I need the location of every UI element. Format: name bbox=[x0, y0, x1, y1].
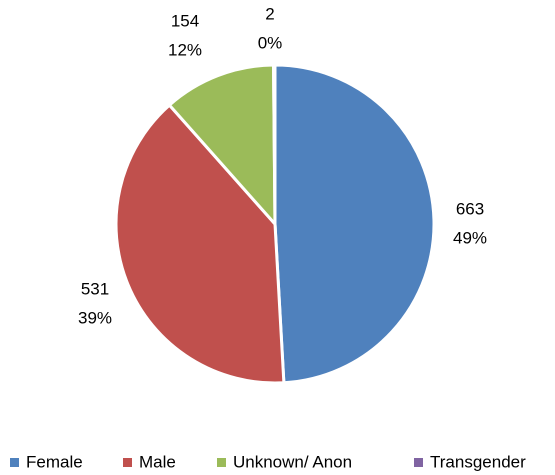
pie-slice bbox=[272, 63, 277, 225]
legend-swatch bbox=[414, 458, 423, 467]
legend-swatch bbox=[123, 458, 132, 467]
percent-label: 49% bbox=[453, 228, 487, 247]
percent-label: 39% bbox=[78, 308, 112, 327]
data-label: 2 bbox=[265, 4, 274, 23]
pie-slice bbox=[114, 102, 286, 385]
legend-label: Unknown/ Anon bbox=[233, 452, 352, 471]
data-label: 663 bbox=[456, 199, 484, 218]
legend-label: Female bbox=[26, 452, 83, 471]
pie-slice bbox=[167, 63, 277, 228]
pie-slice bbox=[273, 63, 436, 385]
legend-label: Male bbox=[139, 452, 176, 471]
data-label: 531 bbox=[81, 279, 109, 298]
legend-swatch bbox=[217, 458, 226, 467]
percent-label: 12% bbox=[168, 40, 202, 59]
legend-swatch bbox=[10, 458, 19, 467]
percent-label: 0% bbox=[258, 33, 283, 52]
legend-label: Transgender bbox=[430, 452, 526, 471]
data-label: 154 bbox=[171, 11, 199, 30]
